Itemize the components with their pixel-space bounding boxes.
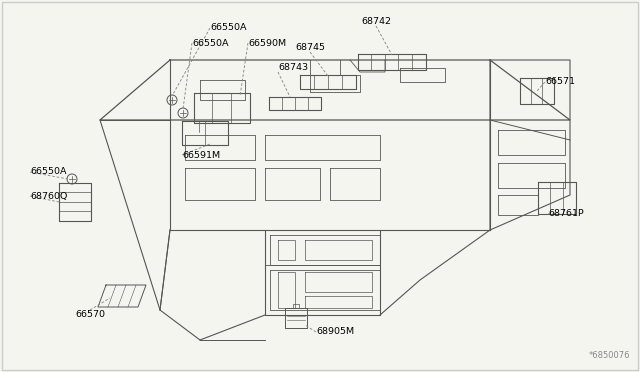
Text: 66591M: 66591M <box>182 151 220 160</box>
Text: 68745: 68745 <box>295 43 325 52</box>
Text: 68760Q: 68760Q <box>30 192 67 201</box>
Text: 68905M: 68905M <box>316 327 354 337</box>
Text: 66590M: 66590M <box>248 38 286 48</box>
Text: 68761P: 68761P <box>548 209 584 218</box>
Text: 66570: 66570 <box>75 310 105 319</box>
Text: 66550A: 66550A <box>192 38 228 48</box>
Text: 66550A: 66550A <box>30 167 67 176</box>
Text: 68743: 68743 <box>278 63 308 72</box>
Text: *6850076: *6850076 <box>589 351 630 360</box>
Text: 66571: 66571 <box>545 77 575 87</box>
Text: 68742: 68742 <box>361 17 391 26</box>
Text: 66550A: 66550A <box>210 23 246 32</box>
